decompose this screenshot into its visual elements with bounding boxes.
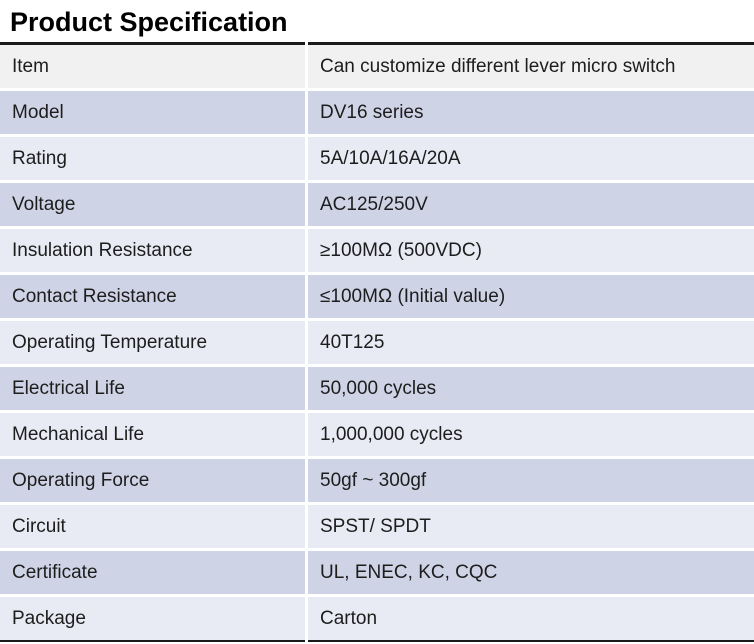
spec-value: 5A/10A/16A/20A	[308, 137, 754, 180]
spec-row-operating-temperature: Operating Temperature 40T125	[0, 321, 754, 364]
spec-label: Insulation Resistance	[0, 229, 305, 272]
spec-row-package: Package Carton	[0, 597, 754, 642]
spec-value: DV16 series	[308, 91, 754, 134]
spec-row-item: Item Can customize different lever micro…	[0, 42, 754, 88]
spec-value: SPST/ SPDT	[308, 505, 754, 548]
spec-value: 50,000 cycles	[308, 367, 754, 410]
page-title: Product Specification	[10, 7, 288, 37]
spec-value: ≥100MΩ (500VDC)	[308, 229, 754, 272]
spec-label: Operating Force	[0, 459, 305, 502]
spec-label: Circuit	[0, 505, 305, 548]
spec-label: Contact Resistance	[0, 275, 305, 318]
spec-row-rating: Rating 5A/10A/16A/20A	[0, 137, 754, 180]
spec-value: Carton	[308, 597, 754, 642]
spec-value: 50gf ~ 300gf	[308, 459, 754, 502]
spec-label: Model	[0, 91, 305, 134]
spec-label: Package	[0, 597, 305, 642]
spec-row-circuit: Circuit SPST/ SPDT	[0, 505, 754, 548]
title-block: Product Specification	[0, 0, 754, 42]
spec-label: Item	[0, 42, 305, 88]
spec-value: Can customize different lever micro swit…	[308, 42, 754, 88]
spec-label: Voltage	[0, 183, 305, 226]
spec-row-mechanical-life: Mechanical Life 1,000,000 cycles	[0, 413, 754, 456]
spec-row-voltage: Voltage AC125/250V	[0, 183, 754, 226]
spec-value: UL, ENEC, KC, CQC	[308, 551, 754, 594]
spec-value: 1,000,000 cycles	[308, 413, 754, 456]
spec-label: Electrical Life	[0, 367, 305, 410]
spec-value: ≤100MΩ (Initial value)	[308, 275, 754, 318]
spec-row-model: Model DV16 series	[0, 91, 754, 134]
spec-row-certificate: Certificate UL, ENEC, KC, CQC	[0, 551, 754, 594]
spec-value: AC125/250V	[308, 183, 754, 226]
spec-label: Operating Temperature	[0, 321, 305, 364]
spec-label: Mechanical Life	[0, 413, 305, 456]
spec-table: Item Can customize different lever micro…	[0, 42, 754, 642]
spec-row-electrical-life: Electrical Life 50,000 cycles	[0, 367, 754, 410]
spec-value: 40T125	[308, 321, 754, 364]
spec-label: Rating	[0, 137, 305, 180]
spec-row-operating-force: Operating Force 50gf ~ 300gf	[0, 459, 754, 502]
spec-row-insulation-resistance: Insulation Resistance ≥100MΩ (500VDC)	[0, 229, 754, 272]
spec-row-contact-resistance: Contact Resistance ≤100MΩ (Initial value…	[0, 275, 754, 318]
spec-label: Certificate	[0, 551, 305, 594]
